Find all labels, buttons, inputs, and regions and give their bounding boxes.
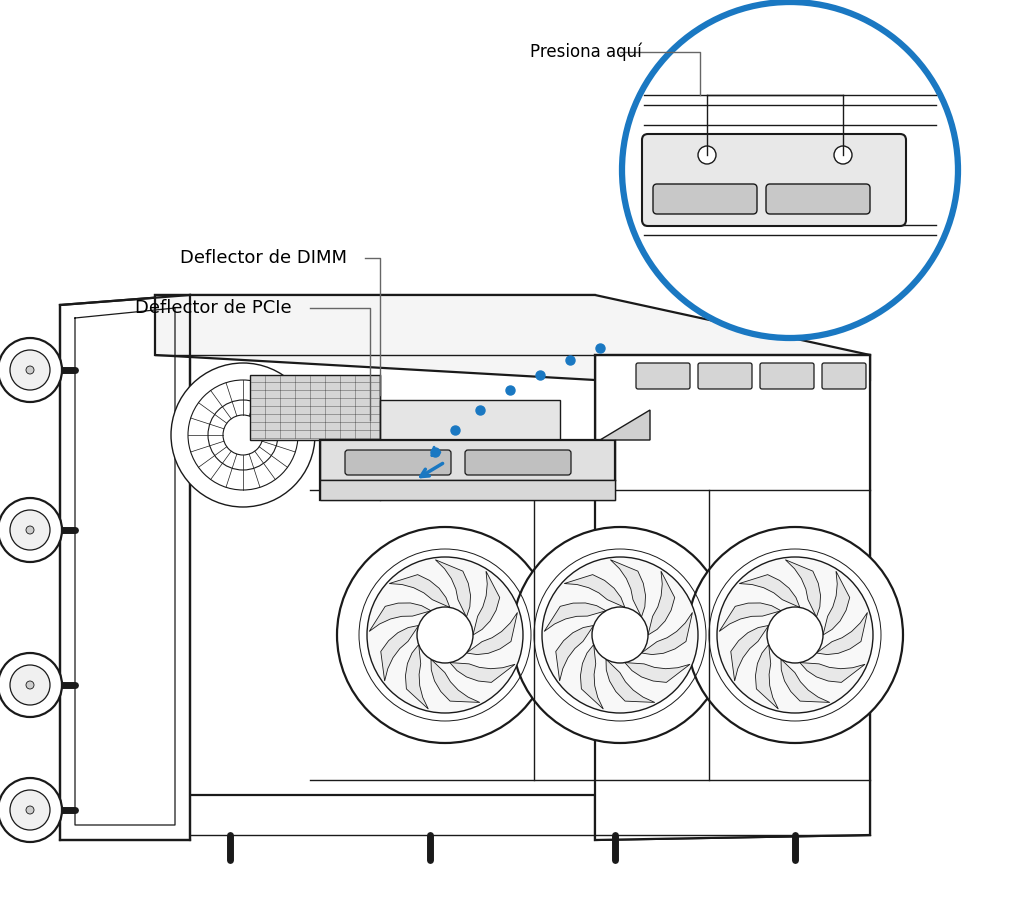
Polygon shape xyxy=(155,295,870,840)
Circle shape xyxy=(10,665,50,705)
Circle shape xyxy=(337,527,553,743)
Polygon shape xyxy=(250,375,380,440)
Text: Presiona aquí: Presiona aquí xyxy=(530,43,642,61)
Polygon shape xyxy=(380,400,560,440)
FancyBboxPatch shape xyxy=(345,450,451,475)
Polygon shape xyxy=(600,410,650,440)
FancyBboxPatch shape xyxy=(698,363,752,389)
FancyBboxPatch shape xyxy=(766,184,870,214)
Polygon shape xyxy=(320,480,615,500)
Circle shape xyxy=(0,498,62,562)
Polygon shape xyxy=(60,295,190,840)
Circle shape xyxy=(0,653,62,717)
Polygon shape xyxy=(381,626,419,681)
Polygon shape xyxy=(719,603,781,631)
Polygon shape xyxy=(785,560,821,617)
Polygon shape xyxy=(320,440,615,500)
Polygon shape xyxy=(731,626,769,681)
FancyBboxPatch shape xyxy=(465,450,571,475)
Polygon shape xyxy=(641,612,692,654)
Circle shape xyxy=(687,527,903,743)
Polygon shape xyxy=(435,560,471,617)
Polygon shape xyxy=(467,612,518,654)
Polygon shape xyxy=(756,645,778,709)
Polygon shape xyxy=(431,659,480,702)
Circle shape xyxy=(10,350,50,390)
Polygon shape xyxy=(370,603,431,631)
Circle shape xyxy=(10,510,50,550)
Polygon shape xyxy=(544,603,606,631)
Circle shape xyxy=(0,338,62,402)
Circle shape xyxy=(367,557,523,713)
Polygon shape xyxy=(555,626,593,681)
Circle shape xyxy=(592,607,648,663)
Circle shape xyxy=(542,557,698,713)
Text: Deflector de DIMM: Deflector de DIMM xyxy=(180,249,347,267)
Polygon shape xyxy=(781,659,830,702)
Polygon shape xyxy=(565,574,625,608)
Polygon shape xyxy=(823,571,849,635)
Circle shape xyxy=(417,607,473,663)
Circle shape xyxy=(26,526,34,534)
Polygon shape xyxy=(155,295,870,380)
Polygon shape xyxy=(611,560,645,617)
Polygon shape xyxy=(606,659,654,702)
Polygon shape xyxy=(799,663,865,682)
Polygon shape xyxy=(595,355,870,840)
Polygon shape xyxy=(817,612,868,654)
Circle shape xyxy=(622,2,958,338)
Circle shape xyxy=(512,527,728,743)
Circle shape xyxy=(26,681,34,689)
Circle shape xyxy=(0,778,62,842)
Polygon shape xyxy=(739,574,799,608)
Circle shape xyxy=(717,557,873,713)
FancyBboxPatch shape xyxy=(642,134,906,226)
Circle shape xyxy=(10,790,50,830)
FancyBboxPatch shape xyxy=(822,363,866,389)
Circle shape xyxy=(698,146,716,164)
Polygon shape xyxy=(389,574,450,608)
Polygon shape xyxy=(581,645,603,709)
Polygon shape xyxy=(450,663,515,682)
Circle shape xyxy=(171,363,315,507)
Polygon shape xyxy=(473,571,499,635)
Polygon shape xyxy=(405,645,429,709)
Text: Deflector de PCIe: Deflector de PCIe xyxy=(135,299,292,317)
Circle shape xyxy=(834,146,852,164)
Circle shape xyxy=(26,806,34,814)
Polygon shape xyxy=(648,571,675,635)
Circle shape xyxy=(767,607,823,663)
FancyBboxPatch shape xyxy=(653,184,757,214)
FancyBboxPatch shape xyxy=(760,363,814,389)
FancyBboxPatch shape xyxy=(636,363,690,389)
Polygon shape xyxy=(625,663,690,682)
Circle shape xyxy=(26,366,34,374)
